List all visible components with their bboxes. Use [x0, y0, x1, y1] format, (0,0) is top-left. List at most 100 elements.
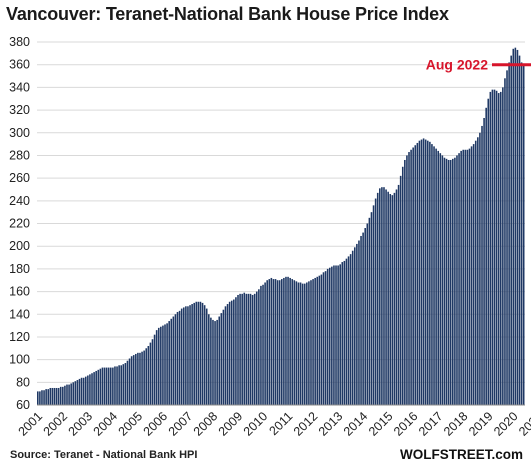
y-tick-label: 300 [9, 126, 30, 140]
y-tick-label: 220 [9, 217, 30, 231]
bar [470, 146, 473, 406]
bar [182, 307, 185, 405]
bar [381, 187, 383, 405]
bar [358, 240, 360, 405]
bar [195, 301, 198, 405]
bar [162, 325, 164, 405]
bar [51, 387, 54, 405]
bar [401, 166, 404, 405]
x-tick-label: 2003 [66, 409, 96, 439]
bar [147, 346, 150, 405]
bar [210, 317, 212, 405]
bar [368, 217, 371, 405]
bar [249, 293, 252, 405]
bar [289, 277, 291, 405]
y-tick-label: 380 [9, 35, 30, 49]
y-tick-label: 280 [9, 148, 30, 162]
y-tick-label: 240 [9, 194, 30, 208]
bar [441, 155, 444, 405]
bar [89, 374, 91, 405]
bar [76, 380, 79, 405]
bar [456, 155, 458, 405]
bar [497, 93, 500, 406]
bar [383, 187, 385, 405]
y-tick-label: 60 [16, 398, 30, 412]
bar [491, 89, 494, 405]
brand-watermark: WOLFSTREET.com [399, 447, 523, 462]
bar [387, 191, 389, 405]
bar [514, 47, 517, 406]
bar [316, 276, 319, 405]
bar [312, 279, 314, 405]
bar [293, 280, 296, 405]
bar [454, 157, 456, 405]
bar [212, 319, 214, 405]
bar [422, 138, 425, 406]
bar [366, 223, 369, 405]
bar [481, 125, 483, 405]
bar [283, 277, 285, 405]
bar [260, 285, 262, 405]
bar [189, 305, 191, 405]
bar [143, 350, 145, 405]
bar [82, 377, 85, 405]
bar [74, 381, 77, 405]
bar [49, 387, 52, 405]
bar [420, 139, 423, 405]
bar [122, 364, 125, 405]
bar [120, 365, 123, 405]
bar [176, 311, 179, 405]
bar [485, 107, 487, 405]
x-tick-label: 2018 [441, 409, 471, 439]
bar [101, 367, 104, 405]
bar [57, 387, 60, 405]
bar [253, 293, 256, 405]
bar [228, 301, 231, 405]
bar [153, 334, 156, 405]
bar [449, 159, 452, 405]
bar [464, 149, 467, 405]
bar [47, 389, 50, 405]
x-axis-ticks: 2001200220032004200520062007200820092010… [16, 409, 531, 439]
bar [97, 369, 100, 405]
bar [343, 260, 346, 405]
x-tick-label: 2021 [516, 409, 531, 439]
y-tick-label: 260 [9, 171, 30, 185]
bar [356, 243, 358, 405]
bar [185, 306, 187, 405]
bar [191, 304, 193, 405]
bar [172, 316, 175, 405]
bar [64, 385, 66, 405]
bar [351, 250, 354, 405]
bar [157, 327, 160, 405]
bar [174, 314, 177, 405]
bar [93, 372, 95, 405]
bar [376, 192, 379, 405]
bar [489, 91, 492, 405]
bar [203, 305, 206, 405]
bar [199, 301, 202, 405]
x-tick-label: 2016 [391, 409, 421, 439]
bar [285, 276, 287, 405]
y-tick-label: 80 [16, 375, 30, 389]
bar [518, 55, 521, 406]
x-tick-label: 2004 [91, 409, 121, 439]
bar [458, 153, 460, 405]
y-tick-label: 320 [9, 103, 30, 117]
bar [435, 148, 437, 405]
bar [55, 387, 58, 405]
source-note: Source: Teranet - National Bank HPI [10, 449, 198, 461]
bar [412, 147, 414, 405]
bar [230, 300, 233, 405]
bar [495, 90, 498, 405]
bar [41, 390, 43, 405]
bar [272, 279, 275, 405]
bar [187, 306, 189, 405]
x-tick-label: 2015 [366, 409, 396, 439]
bar [166, 323, 168, 405]
bar [389, 194, 392, 405]
bar [39, 391, 41, 405]
bar [135, 353, 137, 405]
bar [353, 247, 356, 405]
bar [287, 276, 289, 405]
